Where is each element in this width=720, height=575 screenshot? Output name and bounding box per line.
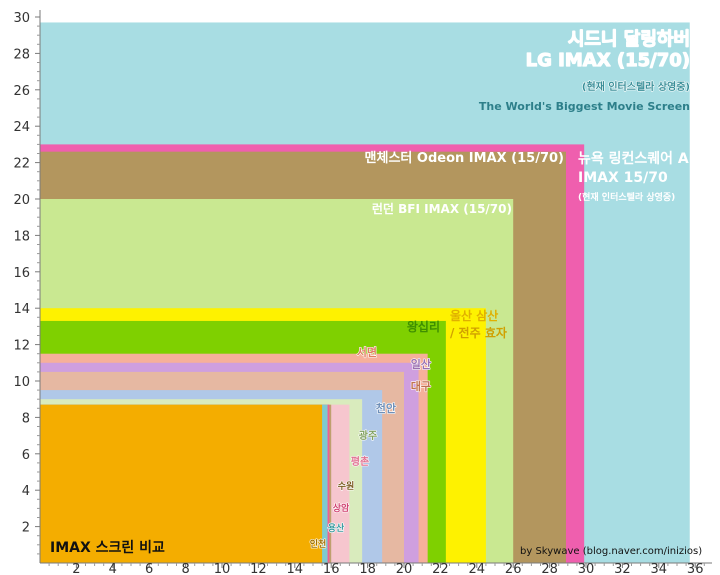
screen-label-ulsan-1: 울산 삼산 (450, 308, 498, 323)
screen-label-ilsan-1: 일산 (411, 357, 431, 371)
x-tick-label: 14 (287, 562, 304, 575)
screen-label-newyork-3: (현재 인터스텔라 상영중) (578, 191, 675, 203)
y-tick-label: 8 (22, 411, 30, 426)
axes: 2 4 6 8 10 12 14 16 18 20 22 24 26 28 30 32 34 36 2468101… (13, 10, 712, 575)
x-tick-label: 28 (541, 562, 558, 575)
y-tick-label: 12 (13, 339, 30, 354)
x-tick-label: 12 (250, 562, 267, 575)
screen-incheon (40, 404, 323, 563)
screen-label-seomyeon-1: 서면 (357, 345, 377, 359)
screen-label-sangam-1: 상암 (333, 502, 350, 514)
y-tick-label: 2 (22, 521, 30, 536)
x-tick-label: 10 (214, 562, 231, 575)
screen-label-pyeongchon-1: 평촌 (351, 455, 369, 468)
screen-label-sydney-2: LG IMAX (15/70) (526, 50, 690, 71)
screen-label-daegu-1: 대구 (411, 379, 431, 393)
screen-label-newyork-1: 뉴욕 링컨스퀘어 AMC (578, 150, 713, 167)
y-tick-label: 20 (13, 193, 30, 208)
y-tick-label: 16 (13, 266, 30, 281)
y-tick-label: 14 (13, 302, 30, 317)
chart-credit: by Skywave (blog.naver.com/inizios) (520, 546, 702, 557)
x-tick-label: 8 (181, 562, 189, 575)
x-tick-label: 34 (651, 562, 668, 575)
screen-rectangles (40, 22, 690, 563)
x-tick-label: 16 (323, 562, 340, 575)
x-ticks: 2 4 6 8 10 12 14 16 18 20 22 24 26 28 30 32 34 36 (48, 562, 705, 575)
screen-label-wangsimni-1: 왕십리 (407, 319, 440, 334)
x-tick-label: 2 (72, 562, 80, 575)
y-tick-label: 28 (13, 47, 30, 62)
screen-label-yongsan-1: 용산 (328, 522, 345, 534)
x-tick-label: 32 (614, 562, 631, 575)
x-tick-label: 4 (109, 562, 117, 575)
y-tick-label: 6 (22, 448, 30, 463)
y-tick-label: 22 (13, 157, 30, 172)
x-tick-label: 18 (359, 562, 376, 575)
screen-label-sydney-4: The World's Biggest Movie Screen (479, 100, 690, 113)
y-tick-label: 10 (13, 375, 30, 390)
screen-label-gwangju-1: 광주 (359, 430, 377, 442)
y-tick-label: 18 (13, 229, 30, 244)
x-tick-label: 36 (687, 562, 704, 575)
y-tick-label: 24 (13, 120, 30, 135)
screen-label-incheon-1: 인천 (310, 539, 327, 550)
x-tick-label: 26 (505, 562, 522, 575)
y-tick-label: 26 (13, 84, 30, 99)
x-tick-label: 20 (396, 562, 413, 575)
screen-label-suwon-1: 수원 (338, 480, 355, 492)
screen-label-newyork-2: IMAX 15/70 (578, 170, 668, 186)
x-tick-label: 22 (432, 562, 449, 575)
screen-label-sydney-1: 시드니 달링하버 (568, 29, 690, 50)
x-tick-label: 24 (469, 562, 486, 575)
y-tick-label: 30 (13, 11, 30, 26)
screen-label-london-1: 런던 BFI IMAX (15/70) (372, 201, 512, 216)
screen-label-cheonan-1: 천안 (376, 401, 396, 415)
screen-label-sydney-3: (현재 인터스텔라 상영중) (582, 80, 690, 93)
x-tick-label: 6 (145, 562, 153, 575)
screen-label-manchester-1: 맨체스터 Odeon IMAX (15/70) (365, 150, 564, 166)
screen-label-ulsan-2: / 전주 효자 (450, 325, 507, 340)
y-tick-label: 4 (22, 484, 30, 499)
x-tick-label: 30 (578, 562, 595, 575)
chart-title: IMAX 스크린 비교 (50, 539, 165, 556)
